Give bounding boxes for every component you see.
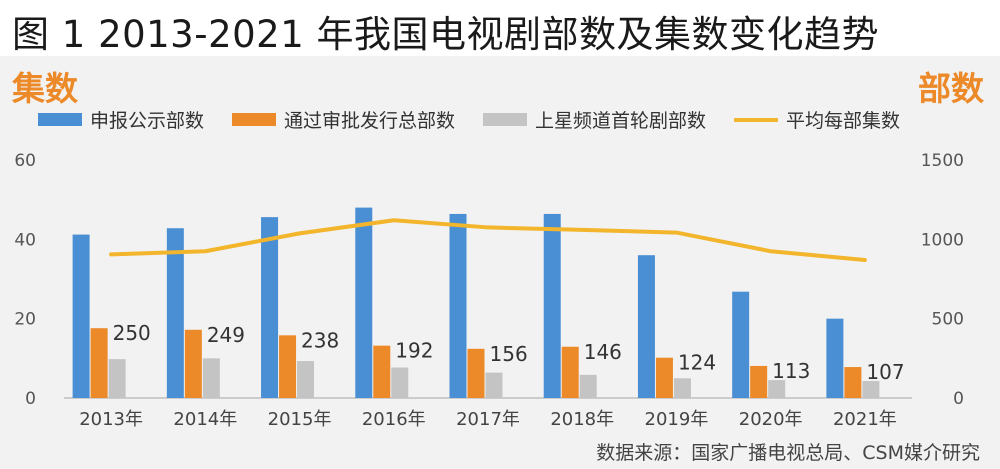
legend-label-satellite: 上星频道首轮剧部数 [535,110,707,132]
legend-swatch-submitted [38,113,82,126]
left-tick-label: 0 [25,389,36,409]
data-label: 249 [207,323,245,347]
bar-2-2 [297,361,315,398]
x-tick-label: 2016年 [362,409,426,430]
bar-2-4 [485,372,503,398]
x-tick-label: 2018年 [550,409,614,430]
x-tick-label: 2019年 [645,409,709,430]
bar-1-0 [90,328,108,398]
data-label: 124 [678,351,716,375]
bar-2-1 [202,358,220,398]
x-tick-label: 2017年 [456,409,520,430]
data-label: 250 [113,321,151,345]
legend-label-avg-episodes: 平均每部集数 [786,110,901,132]
left-tick-label: 60 [14,151,36,171]
bar-0-7 [732,291,750,398]
bar-0-3 [355,207,373,398]
bar-0-0 [72,234,90,398]
legend-label-approved: 通过审批发行总部数 [284,110,456,132]
bar-0-5 [543,213,561,398]
x-tick-label: 2015年 [268,409,332,430]
bar-1-6 [655,357,673,398]
right-tick-label: 1500 [921,151,964,171]
bar-2-8 [862,381,880,398]
left-axis-title: 集数 [12,69,78,108]
data-label: 107 [866,360,904,384]
legend-item-approved: 通过审批发行总部数 [232,106,455,133]
bar-2-5 [579,374,597,398]
bar-2-6 [673,378,691,398]
bar-1-7 [750,365,768,398]
bar-0-4 [449,213,467,398]
bar-1-1 [184,329,202,398]
bar-0-1 [166,228,184,398]
bar-0-8 [826,318,844,398]
data-label: 156 [490,342,528,366]
data-label: 113 [772,359,810,383]
legend-item-submitted: 申报公示部数 [38,106,204,133]
bar-1-3 [373,345,391,398]
legend-swatch-satellite [483,113,528,126]
avg-episodes-line [109,218,867,262]
right-tick-label: 0 [953,389,964,409]
legend: 申报公示部数 通过审批发行总部数 上星频道首轮剧部数 平均每部集数 [38,106,900,133]
legend-item-satellite: 上星频道首轮剧部数 [483,106,706,133]
right-axis-title: 部数 [918,69,984,108]
chart-title: 图 1 2013-2021 年我国电视剧部数及集数变化趋势 [12,13,879,56]
bar-2-0 [108,359,126,398]
x-tick-label: 2013年 [79,409,143,430]
data-label: 238 [301,328,339,352]
x-tick-label: 2021年 [833,409,897,430]
bar-0-6 [637,255,655,398]
legend-label-submitted: 申报公示部数 [90,110,205,132]
left-tick-label: 40 [14,230,36,250]
source-note: 数据来源：国家广播电视总局、CSM媒介研究 [596,442,980,464]
bar-1-4 [467,348,485,398]
bar-1-5 [561,346,579,398]
x-tick-label: 2020年 [739,409,803,430]
bar-0-2 [261,217,279,398]
right-tick-label: 1000 [921,230,964,250]
bar-2-7 [768,380,786,398]
right-tick-label: 500 [932,310,964,330]
bar-1-2 [279,335,297,398]
left-tick-label: 20 [14,310,36,330]
legend-swatch-avg-episodes [734,117,779,122]
x-tick-label: 2014年 [173,409,237,430]
legend-swatch-approved [232,113,277,126]
data-label: 146 [584,340,622,364]
bar-2-3 [391,367,409,398]
legend-item-avg-episodes: 平均每部集数 [734,106,900,133]
bar-1-8 [844,367,862,398]
data-label: 192 [395,339,433,363]
